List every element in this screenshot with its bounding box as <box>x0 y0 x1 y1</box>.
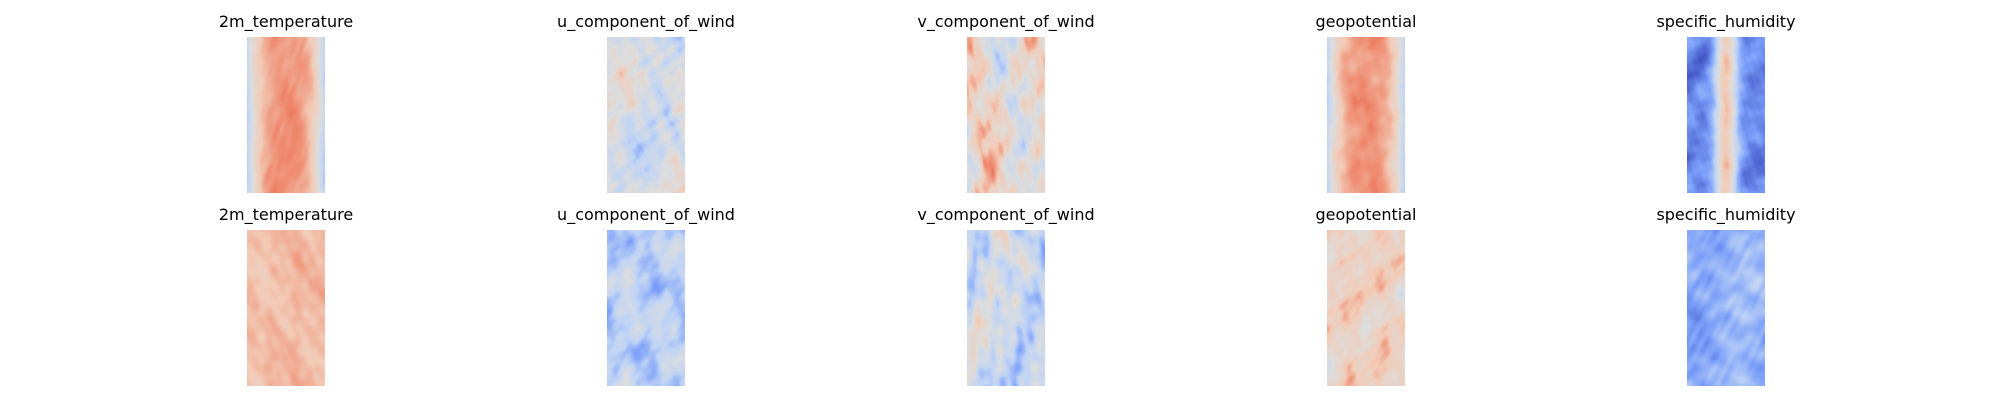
heatmap-image <box>967 230 1045 386</box>
heatmap-image <box>1327 230 1405 386</box>
heatmap-image <box>1687 230 1765 386</box>
heatmap-image <box>607 37 685 193</box>
panel-title: u_component_of_wind <box>557 205 735 224</box>
heatmap-image <box>247 37 325 193</box>
panel-title: v_component_of_wind <box>917 205 1095 224</box>
panel-title: u_component_of_wind <box>557 12 735 31</box>
heatmap-image <box>1687 37 1765 193</box>
heatmap-image <box>607 230 685 386</box>
heatmap-image <box>967 37 1045 193</box>
panel-title: specific_humidity <box>1656 12 1796 31</box>
heatmap-image <box>1327 37 1405 193</box>
panel-title: geopotential <box>1315 205 1417 224</box>
panel-title: specific_humidity <box>1656 205 1796 224</box>
panel-title: 2m_temperature <box>218 12 354 31</box>
panel-title: v_component_of_wind <box>917 12 1095 31</box>
panel-title: geopotential <box>1315 12 1417 31</box>
heatmap-image <box>247 230 325 386</box>
panel-title: 2m_temperature <box>218 205 354 224</box>
